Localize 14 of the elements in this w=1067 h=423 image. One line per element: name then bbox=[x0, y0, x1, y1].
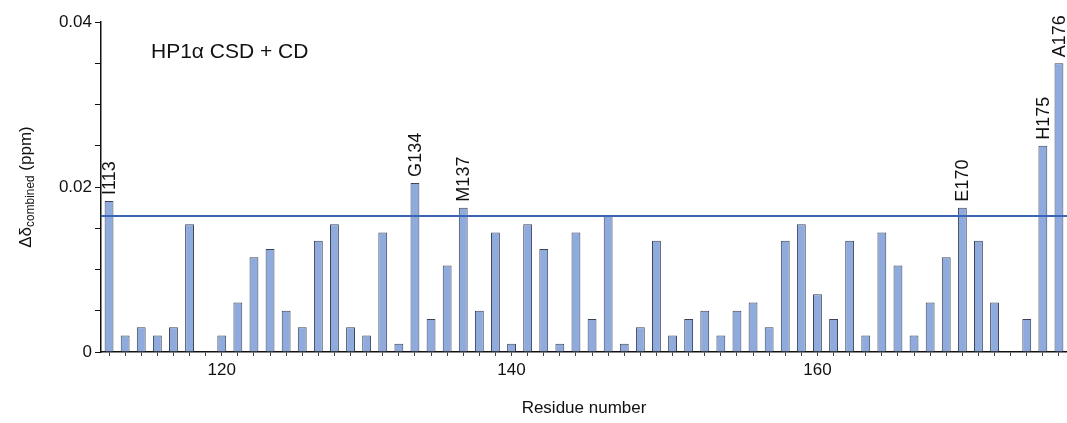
x-tick-label: 140 bbox=[497, 359, 526, 379]
y-tick-label: 0.04 bbox=[58, 11, 92, 31]
data-label: I113 bbox=[99, 161, 120, 196]
x-tick-label: 120 bbox=[207, 359, 236, 379]
data-label: E170 bbox=[952, 159, 973, 202]
data-label: H175 bbox=[1032, 96, 1053, 140]
y-tick-label: 0 bbox=[82, 341, 92, 361]
y-tick-label: 0.02 bbox=[58, 176, 92, 196]
x-tick-label: 160 bbox=[803, 359, 832, 379]
data-label: A176 bbox=[1048, 15, 1067, 58]
x-axis-title: Residue number bbox=[521, 398, 647, 418]
data-label: G134 bbox=[404, 132, 425, 177]
text: HP1α CSD + CD bbox=[151, 38, 309, 62]
data-label: M137 bbox=[453, 156, 474, 202]
